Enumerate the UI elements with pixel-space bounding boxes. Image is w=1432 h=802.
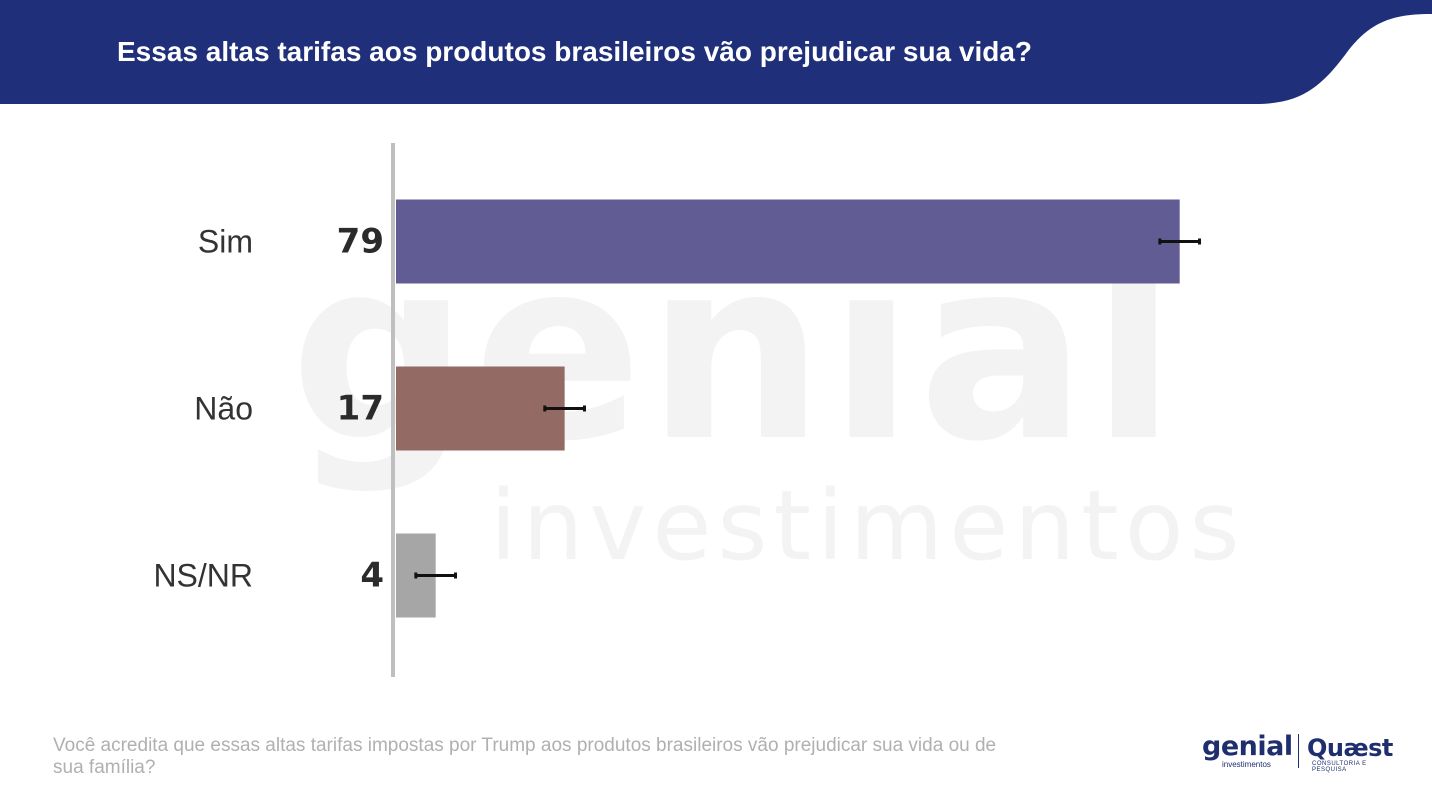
bar-chart: Sim 79 Não 17 NS/NR 4: [153, 143, 1202, 677]
value-label: 79: [337, 222, 384, 262]
page-title: Essas altas tarifas aos produtos brasile…: [117, 36, 1033, 67]
category-label: NS/NR: [153, 558, 253, 594]
genial-logo: genial: [1202, 731, 1293, 762]
logos: genial investimentos Quæst CONSULTORIA E…: [1200, 731, 1400, 774]
header-background: [0, 0, 1432, 104]
quaest-logo: Quæst: [1307, 734, 1393, 762]
category-label: Não: [194, 391, 253, 427]
bar: [396, 366, 565, 451]
header-banner: Essas altas tarifas aos produtos brasile…: [0, 0, 1432, 104]
bar: [396, 199, 1180, 284]
value-label: 17: [337, 389, 384, 429]
genial-logo-subtitle: investimentos: [1222, 760, 1271, 769]
logo-divider: [1298, 734, 1299, 768]
quaest-logo-subtitle: CONSULTORIA E PESQUISA: [1312, 761, 1367, 773]
category-label: Sim: [198, 224, 253, 260]
value-label: 4: [360, 556, 384, 596]
question-footnote: Você acredita que essas altas tarifas im…: [53, 735, 997, 778]
